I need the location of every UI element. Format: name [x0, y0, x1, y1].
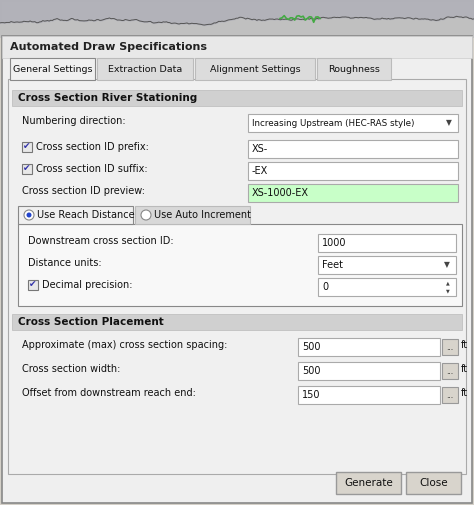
Bar — [248, 162, 458, 180]
Text: 150: 150 — [302, 390, 320, 400]
Text: 1000: 1000 — [322, 238, 346, 248]
Bar — [318, 234, 456, 252]
Bar — [8, 79, 466, 474]
Text: Use Reach Distance: Use Reach Distance — [37, 210, 135, 220]
Text: Approximate (max) cross section spacing:: Approximate (max) cross section spacing: — [22, 340, 228, 350]
Bar — [318, 256, 456, 274]
Text: Cross Section River Stationing: Cross Section River Stationing — [18, 93, 197, 103]
Bar — [28, 280, 38, 290]
Circle shape — [141, 210, 151, 220]
Text: ✔: ✔ — [29, 280, 37, 289]
Text: ft: ft — [461, 340, 468, 350]
Text: Increasing Upstream (HEC-RAS style): Increasing Upstream (HEC-RAS style) — [252, 119, 414, 127]
Text: Offset from downstream reach end:: Offset from downstream reach end: — [22, 388, 196, 398]
Bar — [22, 164, 32, 174]
Text: Generate: Generate — [344, 478, 393, 488]
Text: -EX: -EX — [252, 166, 268, 176]
Bar — [406, 472, 461, 494]
Bar — [12, 90, 462, 106]
Bar — [442, 363, 458, 379]
Text: Downstream cross section ID:: Downstream cross section ID: — [28, 236, 173, 246]
Text: Roughness: Roughness — [328, 65, 380, 74]
Text: ▼: ▼ — [446, 119, 452, 127]
Text: ...: ... — [447, 342, 454, 351]
Text: ...: ... — [447, 367, 454, 376]
Bar — [442, 339, 458, 355]
Text: Decimal precision:: Decimal precision: — [42, 280, 133, 290]
Bar — [298, 338, 440, 356]
Bar — [97, 58, 193, 80]
Bar — [248, 140, 458, 158]
Bar — [12, 314, 462, 330]
Text: 0: 0 — [322, 282, 328, 292]
Bar — [248, 184, 458, 202]
Bar — [18, 224, 462, 306]
Text: ✔: ✔ — [23, 142, 31, 152]
Text: ▼: ▼ — [446, 288, 450, 293]
Text: ft: ft — [461, 364, 468, 374]
Circle shape — [27, 213, 31, 218]
Bar — [18, 206, 133, 224]
Text: Alignment Settings: Alignment Settings — [210, 65, 301, 74]
Bar — [0, 0, 474, 38]
Text: Cross section ID suffix:: Cross section ID suffix: — [36, 164, 147, 174]
Text: Distance units:: Distance units: — [28, 258, 101, 268]
Text: ...: ... — [447, 390, 454, 399]
Text: Use Auto Increment: Use Auto Increment — [154, 210, 251, 220]
Text: ✔: ✔ — [23, 165, 31, 174]
Text: Extraction Data: Extraction Data — [108, 65, 182, 74]
Text: XS-: XS- — [252, 144, 268, 154]
Bar — [10, 58, 95, 80]
Text: Cross section ID preview:: Cross section ID preview: — [22, 186, 145, 196]
Text: Cross Section Placement: Cross Section Placement — [18, 317, 164, 327]
Bar — [442, 387, 458, 403]
Text: ▲: ▲ — [446, 281, 450, 285]
Text: General Settings: General Settings — [13, 65, 92, 74]
Bar — [336, 472, 401, 494]
Bar — [195, 58, 315, 80]
Bar — [2, 36, 472, 58]
Text: Feet: Feet — [322, 260, 343, 270]
Bar — [22, 142, 32, 152]
Bar — [248, 114, 458, 132]
Bar — [135, 206, 250, 224]
Bar — [298, 362, 440, 380]
Bar — [317, 58, 391, 80]
Bar — [318, 278, 456, 296]
Text: ft: ft — [461, 388, 468, 398]
Bar — [298, 386, 440, 404]
Text: 500: 500 — [302, 342, 320, 352]
Circle shape — [24, 210, 34, 220]
Text: Close: Close — [419, 478, 448, 488]
Text: 500: 500 — [302, 366, 320, 376]
Text: ▼: ▼ — [444, 261, 450, 270]
Text: Cross section ID prefix:: Cross section ID prefix: — [36, 142, 149, 152]
Text: XS-1000-EX: XS-1000-EX — [252, 188, 309, 198]
Text: Automated Draw Specifications: Automated Draw Specifications — [10, 42, 207, 52]
Text: Numbering direction:: Numbering direction: — [22, 116, 126, 126]
Text: Cross section width:: Cross section width: — [22, 364, 120, 374]
